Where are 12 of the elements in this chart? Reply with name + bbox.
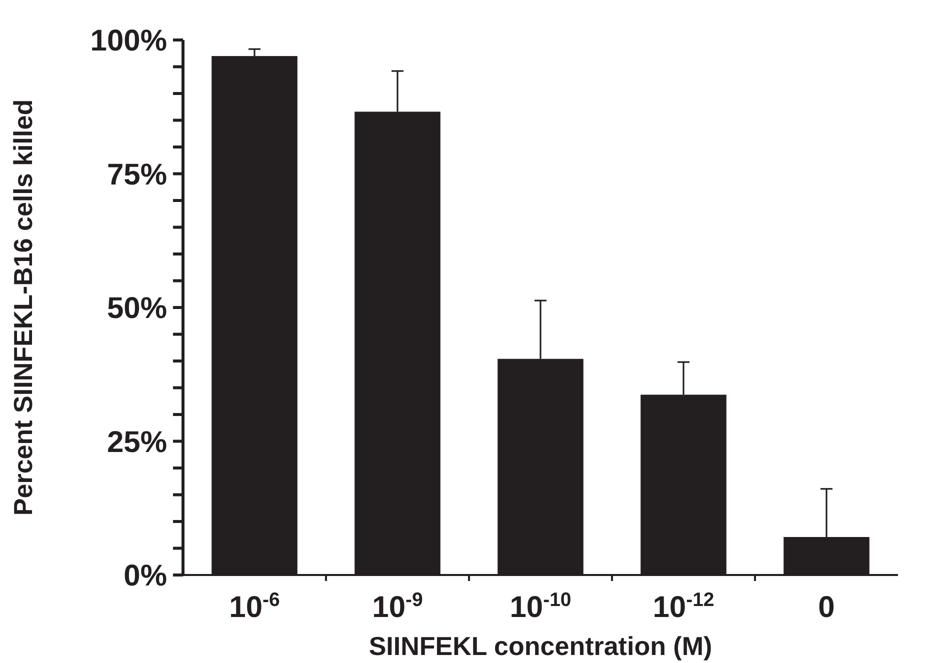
y-tick-label: 25% bbox=[106, 426, 167, 459]
x-tick-label: 10$^{-12}$ bbox=[652, 589, 714, 624]
y-tick-label: 75% bbox=[106, 158, 167, 192]
y-tick-label: 50% bbox=[106, 292, 167, 325]
x-tick-label: 0 bbox=[818, 591, 835, 624]
y-tick-label: 100% bbox=[90, 24, 167, 58]
y-tick-label: 0% bbox=[124, 560, 167, 592]
y-axis-title: Percent SIINFEKL-B16 cells killed bbox=[8, 99, 38, 516]
x-tick-label: 10$^{-10}$ bbox=[510, 589, 572, 624]
x-tick-label: 10$^{-9}$ bbox=[372, 589, 424, 624]
x-axis-title: SIINFEKL concentration (M) bbox=[368, 631, 712, 661]
x-tick-label: 10$^{-6}$ bbox=[229, 589, 280, 624]
